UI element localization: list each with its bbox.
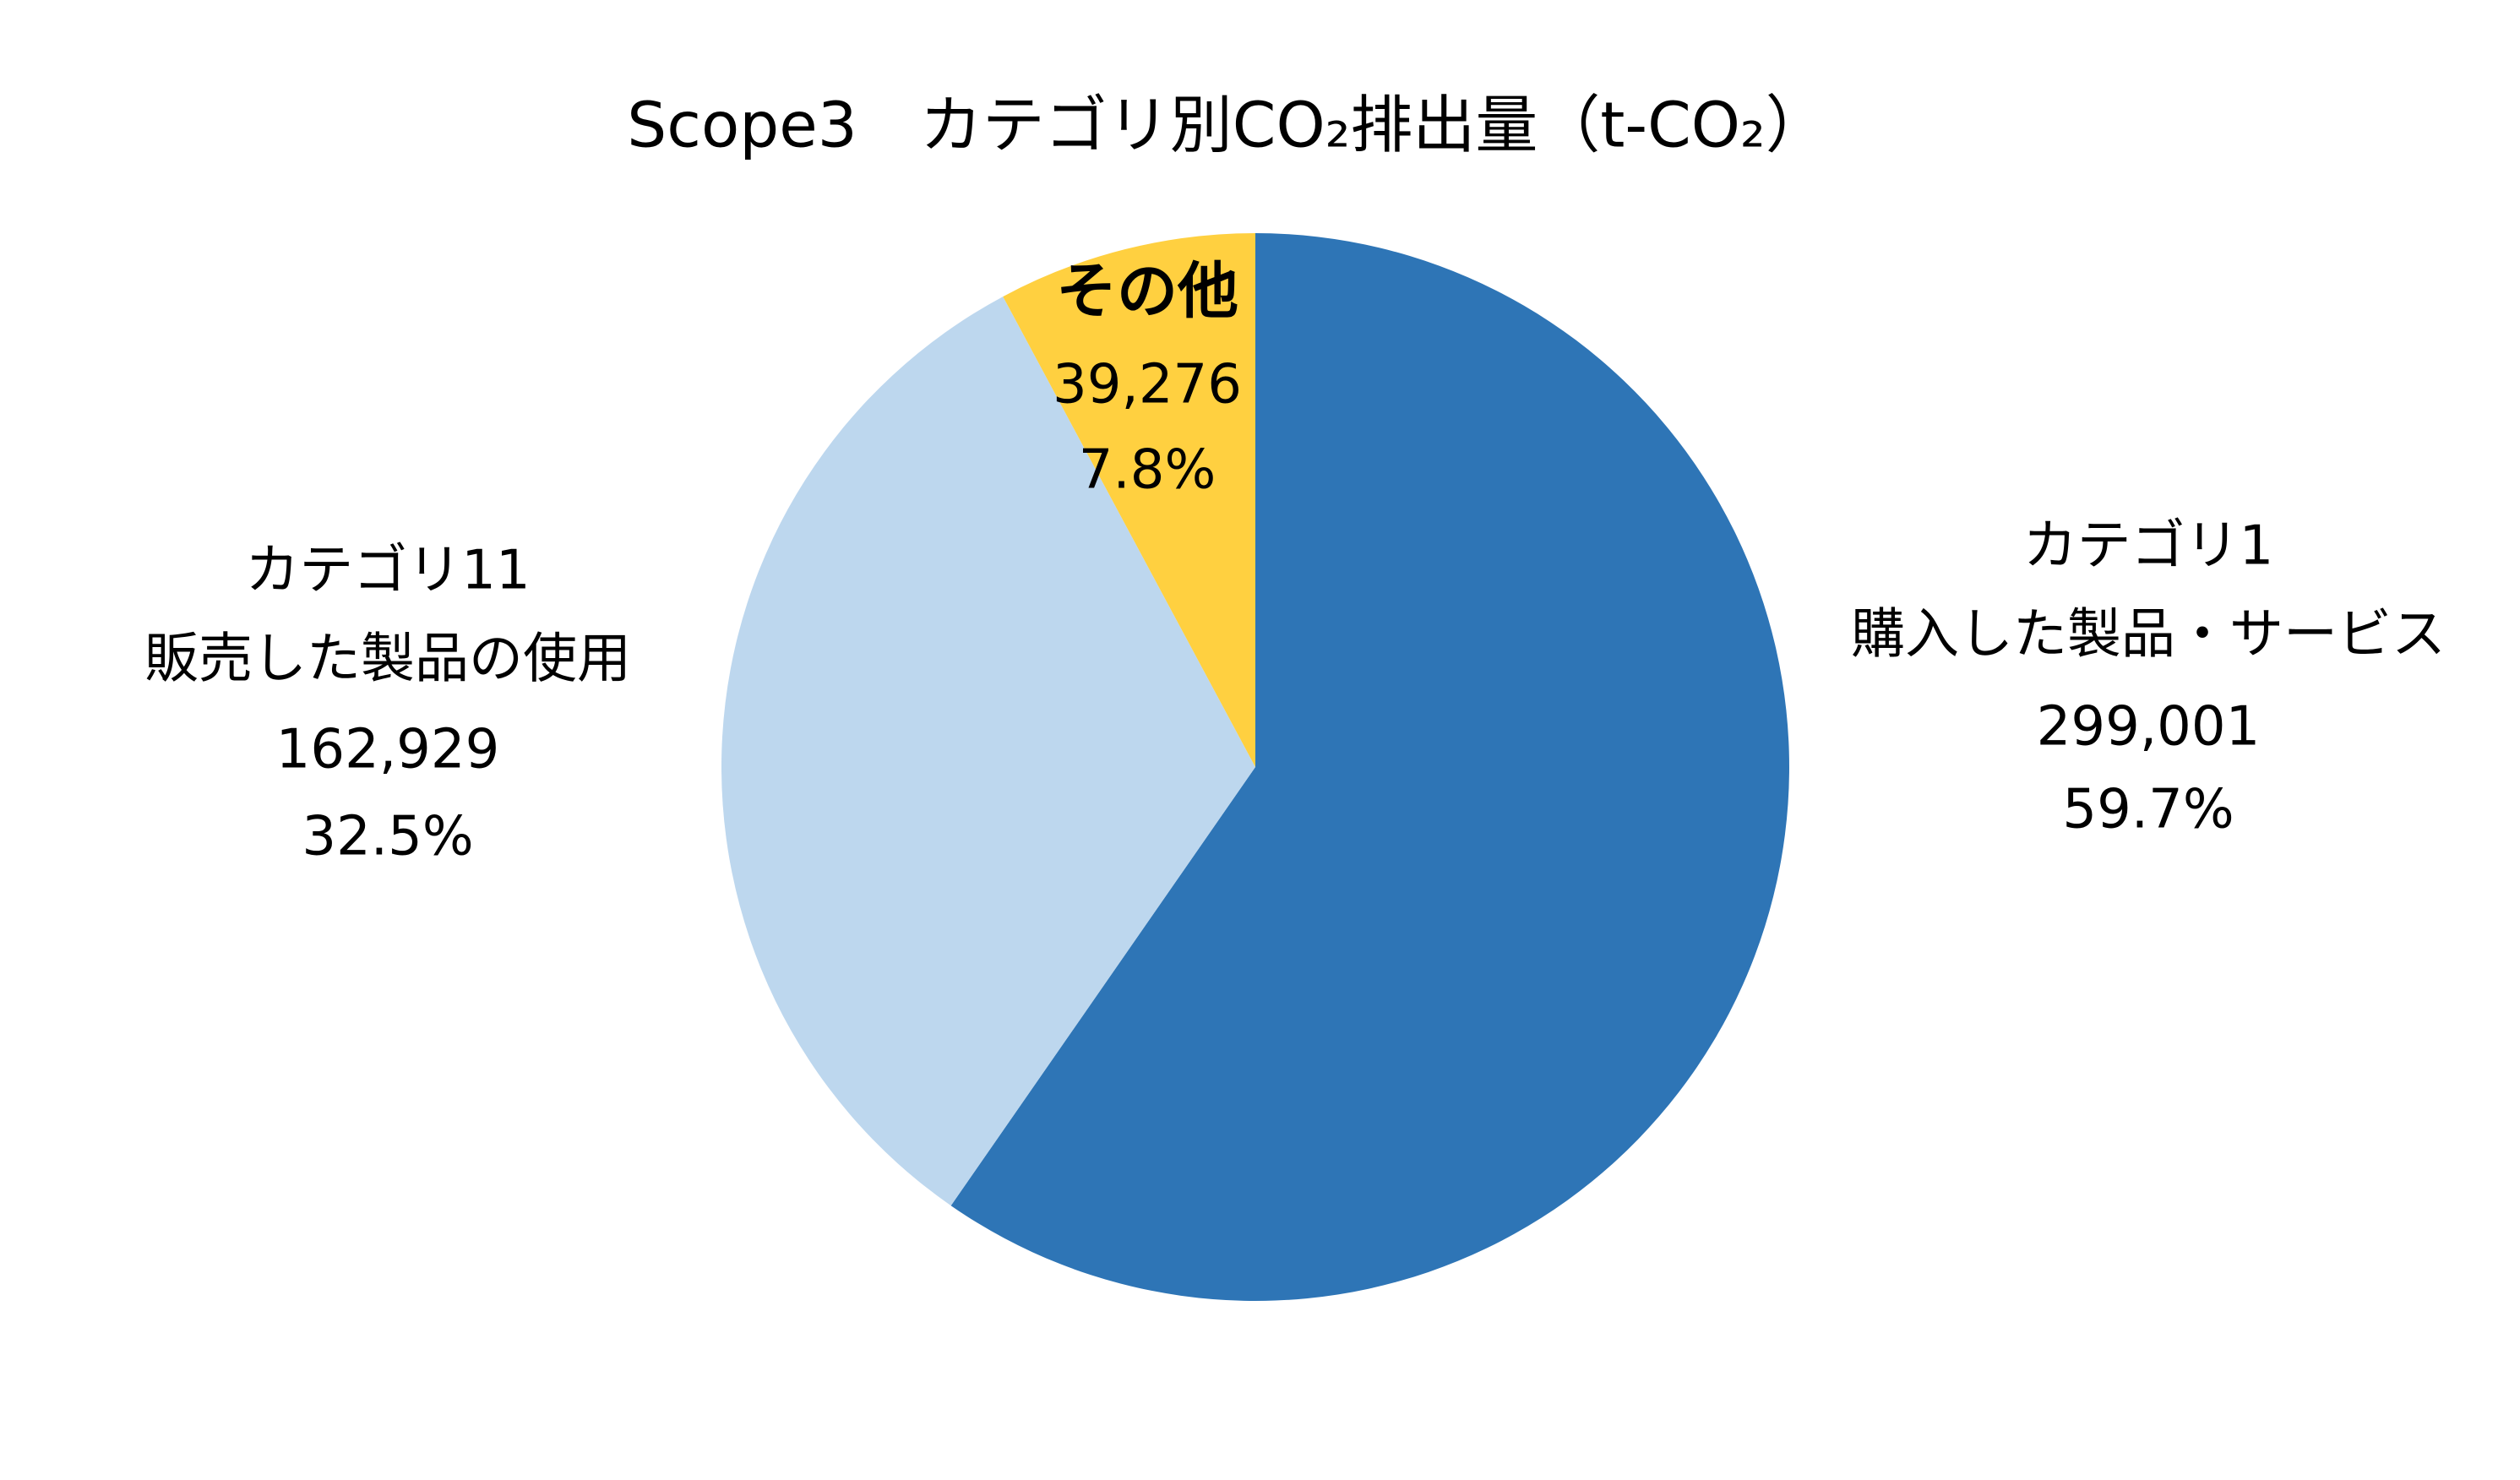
pie-slice [950, 233, 1790, 1302]
pie-slice [1003, 233, 1255, 767]
data-label: 162,929 [276, 719, 500, 781]
data-label: 299,001 [2037, 696, 2261, 759]
pie-slice [721, 297, 1255, 1206]
slice-label: 販売した製品の使用 [144, 628, 631, 691]
data-label: 59.7% [2062, 779, 2234, 841]
slice-label: その他 [1056, 256, 1238, 327]
slice-label: 購入した製品・サービス [1851, 604, 2446, 667]
slice-label: カテゴリ1 [2023, 515, 2274, 578]
data-label: 7.8% [1079, 439, 1216, 502]
data-label: 39,276 [1053, 354, 1242, 416]
chart-title: Scope3 カテゴリ別CO₂排出量（t-CO₂） [627, 90, 1827, 162]
data-label: 32.5% [302, 806, 473, 868]
slice-label: カテゴリ11 [245, 540, 530, 602]
